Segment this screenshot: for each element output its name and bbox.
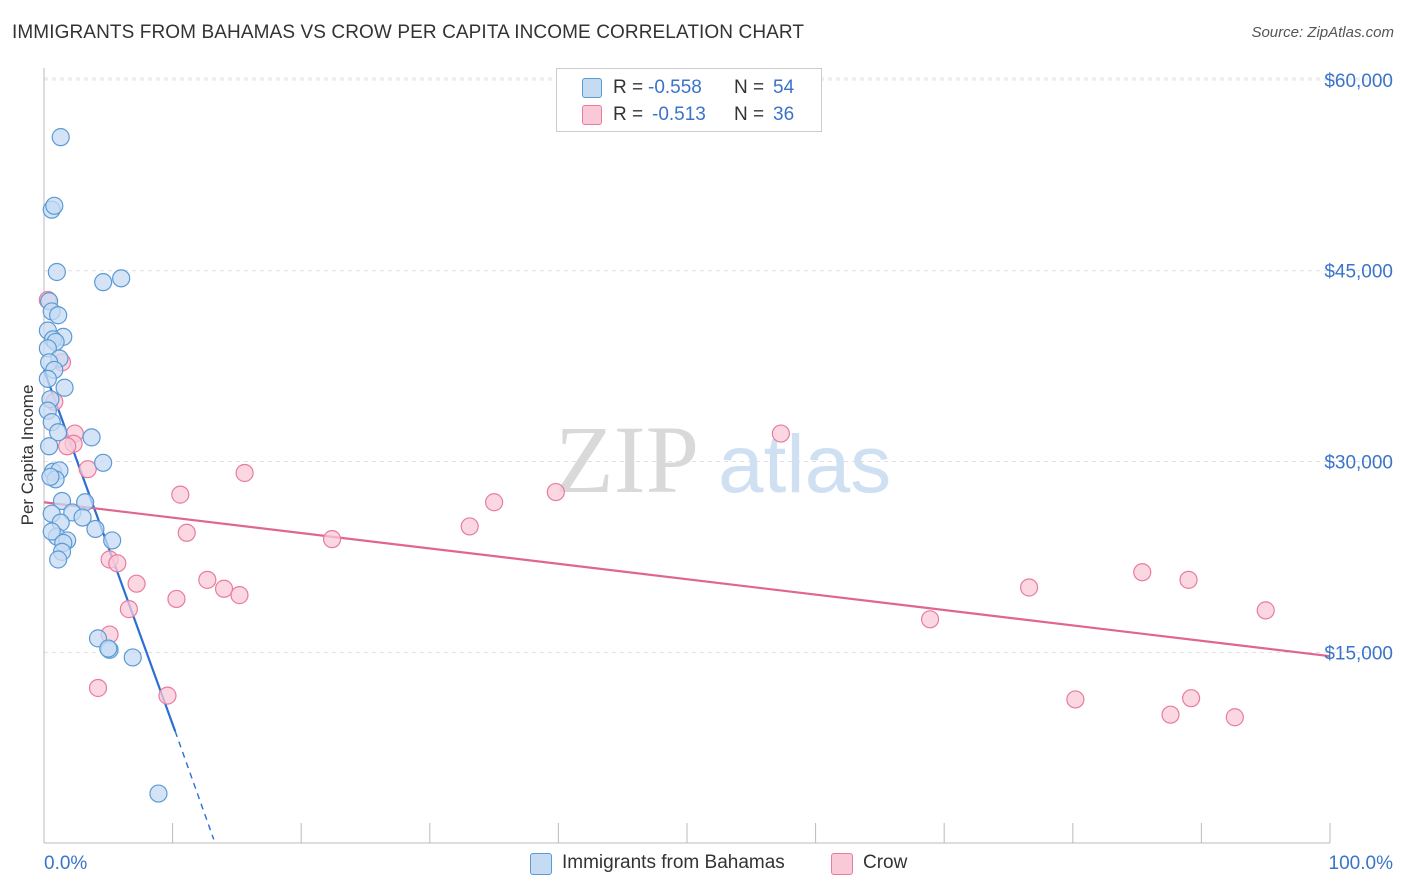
crow-point	[127, 574, 146, 593]
crow-point	[771, 424, 790, 443]
bahamas-point	[47, 262, 66, 282]
crow-point	[167, 589, 186, 609]
crow-point	[1182, 689, 1201, 708]
bahamas-point	[49, 550, 68, 569]
crow-point	[58, 437, 77, 456]
legend-r-label: R =	[613, 77, 644, 98]
watermark-atlas: atlas	[718, 419, 891, 510]
bottom-swatch-crow	[831, 853, 853, 875]
watermark-zip: ZIP	[555, 406, 699, 513]
crow-trend-line	[43, 501, 1331, 658]
crow-point	[235, 463, 254, 483]
legend-n-value: 36	[773, 104, 795, 125]
crow-point	[1225, 708, 1244, 727]
tick-labels: $15,000 $30,000 $45,000 $60,000 0.0% 100.0%	[44, 71, 1393, 874]
x-tick-label-right: 100.0%	[1329, 853, 1394, 874]
bahamas-point	[38, 369, 57, 388]
legend-r-value: -0.558	[648, 77, 702, 98]
crow-point	[171, 485, 190, 504]
bottom-swatch-bahamas	[530, 853, 552, 875]
crow-point	[1133, 563, 1152, 582]
legend-n-label: N =	[734, 104, 765, 125]
bahamas-point	[112, 269, 131, 288]
crow-point	[1256, 601, 1275, 620]
legend-swatch-crow	[582, 105, 602, 125]
crow-point	[460, 517, 479, 536]
crow-point	[214, 579, 234, 598]
bahamas-point	[86, 519, 105, 539]
crow-point	[158, 686, 177, 705]
bahamas-point	[42, 522, 61, 541]
bahamas-point	[41, 467, 60, 486]
y-tick-label: $60,000	[1324, 71, 1393, 92]
bahamas-point	[55, 378, 74, 397]
crow-point	[1066, 690, 1085, 709]
crow-point	[1161, 705, 1180, 724]
bahamas-point	[45, 196, 64, 215]
bahamas-point	[123, 648, 142, 667]
crow-point	[322, 530, 342, 549]
crow-point	[1019, 578, 1039, 597]
grid-lines	[44, 77, 1394, 653]
crow-point	[920, 610, 940, 629]
bahamas-points	[38, 128, 168, 803]
watermark: ZIP atlas	[555, 406, 891, 513]
bottom-legend-crow-label: Crow	[863, 852, 908, 873]
bahamas-point	[94, 453, 113, 472]
source-credit: Source: ZipAtlas.com	[1251, 24, 1394, 41]
bottom-legend-bahamas-label: Immigrants from Bahamas	[562, 852, 785, 873]
crow-point	[177, 523, 196, 542]
crow-point	[108, 554, 127, 573]
bahamas-point	[94, 273, 113, 292]
legend-n-label: N =	[734, 77, 765, 98]
crow-point	[230, 586, 249, 605]
bahamas-point	[51, 128, 70, 147]
bahamas-point	[149, 784, 168, 803]
crow-point	[485, 493, 504, 512]
bahamas-trend-extension	[174, 731, 215, 840]
crow-point	[78, 460, 97, 479]
crow-point	[119, 600, 138, 619]
x-tick-label-left: 0.0%	[44, 853, 87, 874]
legend-r-label: R =	[613, 104, 644, 125]
crow-point	[546, 482, 565, 502]
bahamas-point	[40, 437, 59, 456]
bahamas-point	[82, 428, 101, 447]
legend-r-value: -0.513	[652, 104, 706, 125]
bahamas-point	[103, 531, 122, 550]
bahamas-point	[52, 491, 72, 511]
bahamas-point	[73, 508, 92, 527]
y-tick-label: $45,000	[1324, 262, 1393, 283]
legend-swatch-bahamas	[582, 78, 602, 98]
crow-point	[88, 678, 108, 698]
bahamas-point	[49, 423, 68, 442]
crow-point	[1179, 570, 1198, 589]
stats-legend: R = -0.558 N = 54 R = -0.513 N = 36	[556, 68, 822, 132]
chart-title: IMMIGRANTS FROM BAHAMAS VS CROW PER CAPI…	[12, 22, 805, 43]
legend-row-crow: R = -0.513 N = 36	[557, 100, 821, 128]
y-axis-label: Per Capita Income	[18, 385, 37, 526]
y-tick-label: $15,000	[1324, 643, 1393, 664]
crow-point	[198, 570, 217, 589]
bahamas-point	[99, 639, 118, 658]
legend-row-bahamas: R = -0.558 N = 54	[557, 73, 821, 101]
bahamas-point	[49, 306, 68, 325]
axes	[43, 68, 1331, 844]
legend-n-value: 54	[773, 77, 795, 98]
y-tick-label: $30,000	[1324, 453, 1393, 474]
